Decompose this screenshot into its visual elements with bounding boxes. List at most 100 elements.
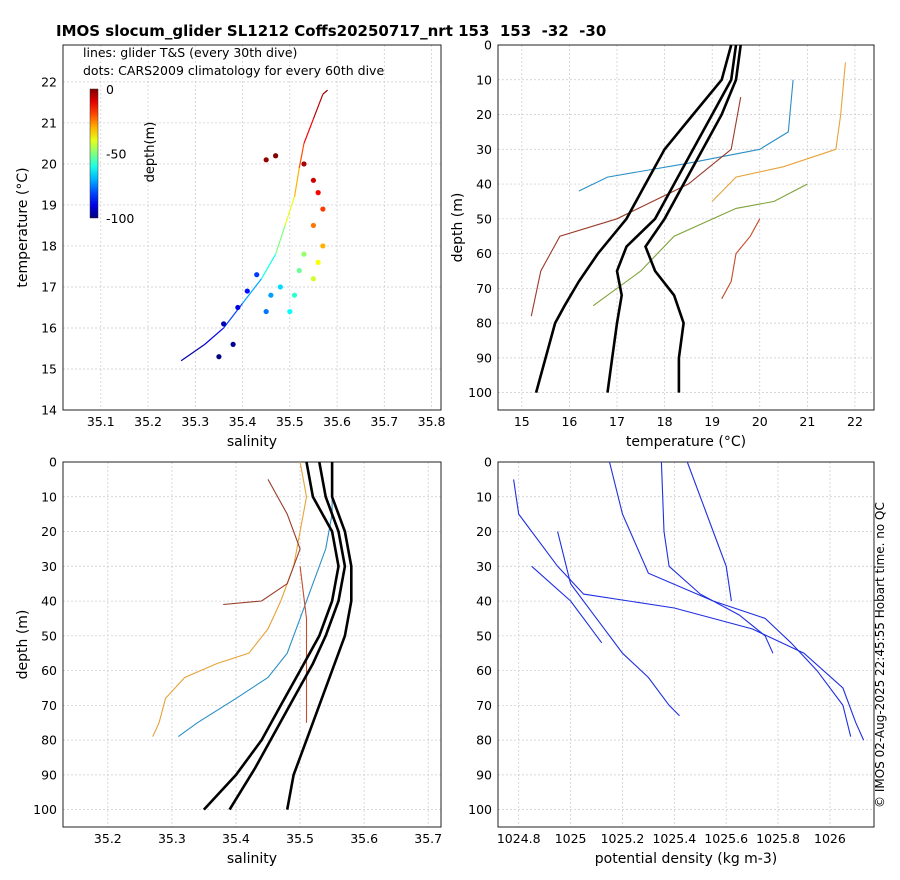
legend-text: dots: CARS2009 climatology for every 60t… [83, 63, 384, 78]
glider-ts-line [180, 343, 206, 362]
x-tick-label: 16 [561, 414, 577, 429]
y-tick-label: 50 [476, 628, 492, 643]
x-axis-label: salinity [227, 851, 277, 867]
x-tick-label: 35.5 [286, 831, 314, 846]
y-tick-label: 30 [476, 142, 492, 157]
colorbar-tick-label: -100 [106, 211, 134, 226]
glider-profile-line [686, 461, 732, 602]
x-tick-label: 35.4 [222, 831, 250, 846]
axes-box [497, 461, 875, 828]
climatology-dot [310, 276, 317, 282]
y-tick-label: 19 [41, 197, 57, 212]
glider-ts-line [293, 167, 300, 197]
glider-profile-line [721, 218, 761, 300]
x-tick-label: 1026 [814, 831, 846, 846]
y-tick-label: 20 [476, 107, 492, 122]
x-tick-label: 20 [752, 414, 768, 429]
y-tick-label: 100 [468, 802, 492, 817]
x-tick-label: 35.7 [414, 831, 442, 846]
y-tick-label: 80 [41, 733, 57, 748]
y-tick-label: 60 [476, 663, 492, 678]
colorbar-tick-label: 0 [106, 82, 114, 97]
climatology-dot [320, 206, 326, 212]
x-tick-label: 35.6 [350, 831, 378, 846]
glider-profile-line [513, 479, 865, 741]
climatology-dot [263, 308, 269, 315]
y-tick-label: 70 [41, 698, 57, 713]
y-tick-label: 15 [41, 361, 57, 376]
chart-panel-top-left: 35.1 35.2 35.3 35.4 35.5 35.6 35.7 35.8 14 15 16 17… [15, 44, 446, 450]
glider-profile-line [711, 62, 846, 202]
climatology-dot [315, 190, 321, 196]
axes-box [62, 44, 442, 411]
y-axis-label: depth (m) [450, 193, 466, 263]
glider-profile-line [530, 97, 742, 317]
copyright-note: © IMOS 02-Aug-2025 22:45:55 Hobart time.… [873, 502, 887, 808]
y-tick-label: 14 [41, 403, 57, 418]
climatology-dot [301, 251, 307, 257]
x-axis-label: salinity [227, 434, 277, 450]
x-tick-label: 22 [847, 414, 863, 429]
glider-profile-line [557, 531, 680, 717]
y-tick-label: 21 [41, 115, 57, 130]
glider-ts-line [312, 93, 324, 120]
climatology-profile-line [534, 44, 733, 393]
x-tick-label: 35.5 [276, 414, 304, 429]
y-tick-label: 50 [476, 211, 492, 226]
glider-ts-line [298, 143, 305, 169]
y-tick-label: 16 [41, 320, 57, 335]
chart-panel-top-right: 15 16 17 18 19 20 21 22 0 10 20 30 40 50 60 70 80 90 100 te… [450, 38, 875, 450]
climatology-dot [315, 259, 321, 265]
x-tick-label: 35.7 [370, 414, 398, 429]
glider-profile-line [608, 461, 852, 737]
x-tick-label: 35.4 [229, 414, 257, 429]
x-tick-label: 21 [799, 414, 815, 429]
y-tick-label: 100 [468, 385, 492, 400]
glider-profile-line [223, 479, 301, 606]
glider-profile-line [177, 462, 333, 738]
y-tick-label: 90 [476, 767, 492, 782]
y-axis-label: depth (m) [15, 610, 31, 680]
axes-box [62, 461, 442, 828]
chart-panel-bottom-right: 1024.8 1025 1025.2 1025.4 1025.6 1025.8 1026 0 1… [468, 455, 875, 867]
glider-profile-line [299, 566, 308, 723]
x-tick-label: 1025.2 [601, 831, 645, 846]
y-tick-label: 22 [41, 74, 57, 89]
y-tick-label: 40 [41, 594, 57, 609]
y-tick-label: 60 [476, 246, 492, 261]
y-tick-label: 80 [476, 316, 492, 331]
glider-profile-line [531, 565, 603, 644]
x-tick-label: 35.3 [181, 414, 209, 429]
y-tick-label: 20 [41, 524, 57, 539]
y-tick-label: 18 [41, 238, 57, 253]
climatology-dot [235, 304, 241, 311]
x-tick-label: 1025 [555, 831, 587, 846]
y-tick-label: 30 [476, 559, 492, 574]
y-tick-label: 10 [476, 72, 492, 87]
figure-title: IMOS slocum_glider SL1212 Coffs20250717_… [56, 22, 607, 40]
climatology-dot [254, 272, 260, 278]
colorbar [89, 88, 99, 219]
x-tick-label: 35.2 [134, 414, 162, 429]
climatology-dot [230, 341, 236, 347]
y-tick-label: 90 [476, 350, 492, 365]
climatology-dot [273, 153, 279, 159]
climatology-dot [310, 222, 317, 229]
climatology-dot [268, 292, 274, 298]
y-tick-label: 40 [476, 594, 492, 609]
climatology-dot [296, 267, 302, 274]
y-tick-label: 90 [41, 767, 57, 782]
x-tick-label: 35.6 [323, 414, 351, 429]
climatology-dot [320, 243, 326, 249]
y-tick-label: 20 [41, 156, 57, 171]
glider-ts-line [275, 225, 286, 255]
glider-ts-line [284, 196, 296, 226]
climatology-dot [263, 157, 269, 163]
glider-ts-line [322, 89, 328, 95]
climatology-dot [277, 284, 283, 290]
climatology-profile-line [228, 461, 347, 811]
x-tick-label: 17 [609, 414, 625, 429]
y-tick-label: 70 [476, 281, 492, 296]
axes-box [497, 44, 875, 411]
glider-profile-line [152, 461, 308, 737]
